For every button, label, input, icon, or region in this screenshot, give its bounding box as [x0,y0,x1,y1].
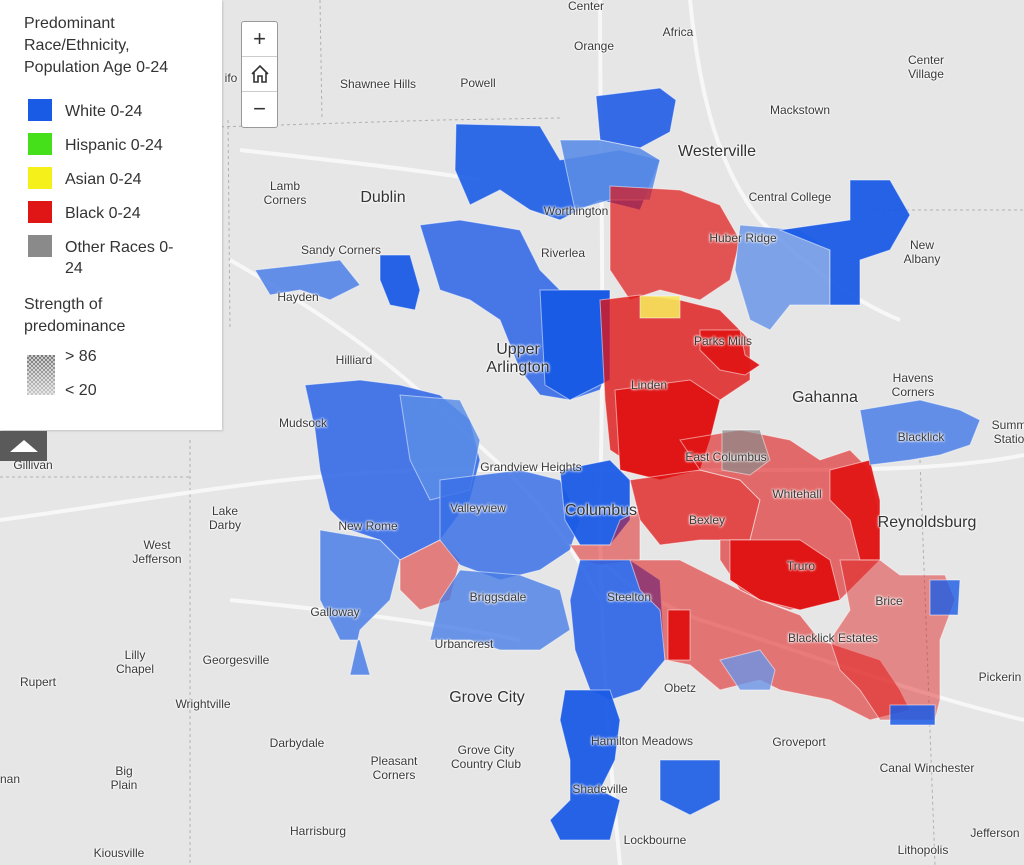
legend-label-line: Other Races 0- [65,239,174,256]
black-swatch [28,201,52,223]
legend-title: Predominant Race/Ethnicity, Population A… [24,13,168,79]
zoom-controls: + − [241,21,278,128]
other-swatch [28,235,52,257]
tract-region [729,539,841,611]
legend-title-line: Race/Ethnicity, [24,37,130,54]
tract-region [721,429,771,476]
tract-region [379,254,421,311]
tract-region [699,329,761,376]
strength-title-line: Strength of [24,296,103,313]
tract-region [778,179,911,306]
census-tract-regions [254,87,981,841]
zoom-in-button[interactable]: + [242,22,277,57]
white-swatch [28,99,52,121]
tract-region [609,185,741,301]
minus-icon: − [253,96,266,121]
tract-region [549,689,621,841]
tract-region [829,559,956,721]
legend-label: Hispanic 0-24 [65,137,163,154]
tract-region [659,759,721,816]
home-icon [250,64,269,83]
tract-region [889,704,936,726]
tract-region [667,609,691,661]
strength-title-line: predominance [24,318,126,335]
strength-title: Strength of predominance [24,294,125,338]
zoom-out-button[interactable]: − [242,92,277,126]
tract-region [859,399,981,466]
strength-high-label: > 86 [65,348,97,365]
tract-region [719,649,776,691]
legend-label: Other Races 0- 24 [65,237,173,279]
tract-region [254,259,361,301]
tract-region [929,579,961,616]
triangle-up-icon [9,440,38,452]
tract-region [319,529,401,676]
legend-title-line: Population Age 0-24 [24,59,169,76]
tract-region [429,569,571,651]
asian-swatch [28,167,52,189]
home-button[interactable] [242,57,277,92]
strength-low-label: < 20 [65,382,97,399]
legend-label-line: 24 [65,260,83,277]
tract-region [639,295,681,319]
tract-region [539,289,611,401]
legend-title-line: Predominant [24,15,115,32]
strength-gradient [27,355,55,395]
legend-label: Asian 0-24 [65,171,142,188]
plus-icon: + [253,26,266,51]
collapse-legend-button[interactable] [0,431,47,461]
legend-label: White 0-24 [65,103,143,120]
legend-label: Black 0-24 [65,205,141,222]
tract-region [439,469,581,581]
legend-panel: Predominant Race/Ethnicity, Population A… [0,0,222,430]
hispanic-swatch [28,133,52,155]
